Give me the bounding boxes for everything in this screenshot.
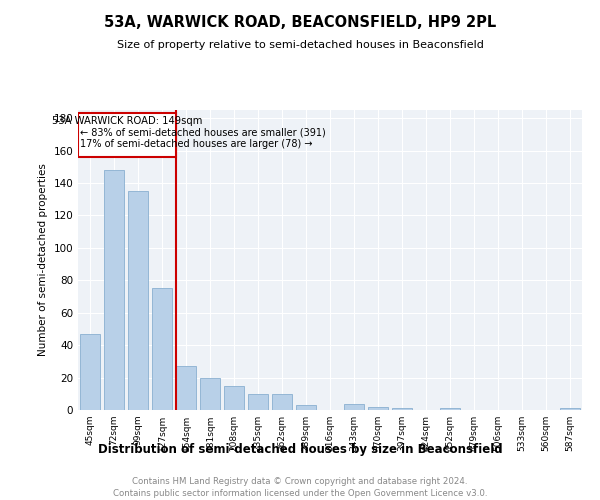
Text: Contains HM Land Registry data © Crown copyright and database right 2024.: Contains HM Land Registry data © Crown c… [132,478,468,486]
Bar [176,366,196,410]
Bar [344,404,364,410]
Bar [152,288,172,410]
Bar [128,191,148,410]
Bar [104,170,124,410]
Bar [560,408,580,410]
Bar [368,407,388,410]
Bar [440,408,460,410]
Text: 17% of semi-detached houses are larger (78) →: 17% of semi-detached houses are larger (… [80,139,313,149]
Text: Size of property relative to semi-detached houses in Beaconsfield: Size of property relative to semi-detach… [116,40,484,50]
Bar [224,386,244,410]
Bar [200,378,220,410]
Text: 53A, WARWICK ROAD, BEACONSFIELD, HP9 2PL: 53A, WARWICK ROAD, BEACONSFIELD, HP9 2PL [104,15,496,30]
Y-axis label: Number of semi-detached properties: Number of semi-detached properties [38,164,48,356]
Text: Contains public sector information licensed under the Open Government Licence v3: Contains public sector information licen… [113,489,487,498]
Text: 53A WARWICK ROAD: 149sqm: 53A WARWICK ROAD: 149sqm [52,116,202,126]
Text: Distribution of semi-detached houses by size in Beaconsfield: Distribution of semi-detached houses by … [98,442,502,456]
FancyBboxPatch shape [78,113,176,157]
Bar [392,408,412,410]
Bar [272,394,292,410]
Bar [296,405,316,410]
Bar [248,394,268,410]
Bar [80,334,100,410]
Text: ← 83% of semi-detached houses are smaller (391): ← 83% of semi-detached houses are smalle… [80,128,326,138]
